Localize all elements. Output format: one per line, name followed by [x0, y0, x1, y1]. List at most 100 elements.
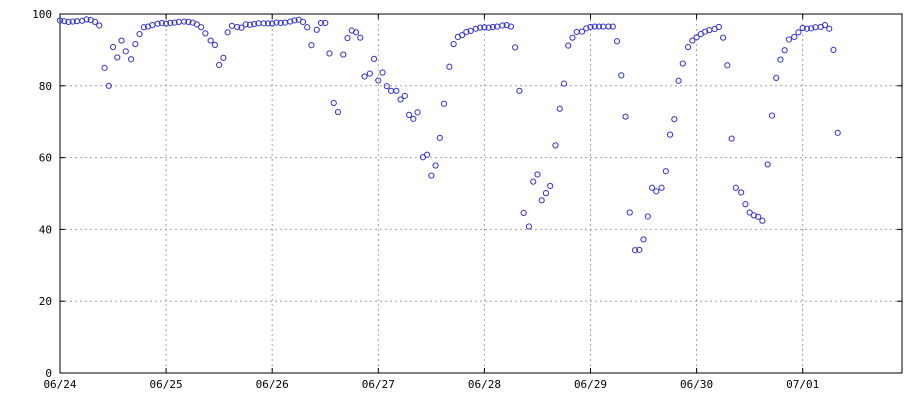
data-point	[781, 47, 788, 54]
data-point	[83, 16, 90, 23]
data-point	[685, 43, 692, 51]
y-tick-label: 60	[39, 152, 52, 165]
tick-labels: 0 20 40 60 80 100 06/24 06/25 06/26 06/27 06/28 06/…	[32, 8, 819, 391]
data-point	[127, 56, 135, 63]
data-point	[96, 22, 103, 29]
data-point	[644, 213, 651, 220]
data-point	[795, 29, 802, 36]
data-point	[826, 25, 833, 32]
data-point	[428, 172, 435, 179]
data-point	[69, 18, 76, 25]
data-point	[777, 56, 784, 63]
data-point	[773, 74, 780, 82]
data-point	[648, 184, 656, 191]
data-point	[91, 18, 99, 25]
data-point	[530, 178, 537, 185]
data-point	[322, 19, 329, 27]
data-point	[122, 48, 129, 55]
data-point	[144, 23, 152, 30]
data-point	[79, 17, 86, 24]
data-point	[366, 70, 373, 77]
data-point	[785, 36, 793, 43]
data-point	[352, 29, 360, 36]
data-point	[542, 190, 550, 197]
x-tick-label: 07/01	[786, 378, 819, 391]
data-point	[459, 32, 466, 39]
data-point	[238, 24, 245, 31]
data-point	[105, 82, 112, 89]
data-point	[405, 111, 413, 118]
data-point	[330, 99, 337, 107]
data-point	[375, 77, 382, 84]
x-tick-label: 06/27	[362, 378, 395, 391]
data-point	[193, 21, 200, 28]
data-point	[304, 24, 311, 31]
data-point	[605, 23, 612, 30]
y-tick-label: 40	[39, 223, 52, 236]
data-point	[242, 21, 249, 28]
data-points	[56, 16, 841, 254]
data-point	[401, 92, 408, 99]
axes	[59, 13, 903, 374]
data-point	[397, 96, 404, 103]
data-point	[653, 188, 660, 195]
data-point	[436, 134, 443, 141]
data-point	[424, 151, 431, 158]
data-point	[595, 23, 603, 30]
data-point	[503, 22, 510, 29]
data-point	[742, 201, 749, 208]
data-point	[158, 19, 165, 27]
data-point	[689, 37, 696, 44]
data-point	[344, 34, 351, 42]
y-tick-label: 20	[39, 295, 52, 308]
data-point	[538, 197, 545, 204]
data-point	[560, 80, 568, 87]
y-tick-label: 80	[39, 80, 52, 93]
data-point	[154, 20, 161, 27]
data-point	[675, 77, 682, 84]
data-point	[520, 209, 527, 216]
data-point	[277, 19, 284, 27]
data-point	[791, 33, 798, 41]
data-point	[732, 184, 739, 191]
data-point	[485, 24, 492, 31]
data-point	[163, 20, 170, 27]
data-point	[132, 41, 139, 48]
grid-lines	[60, 14, 902, 373]
data-point	[640, 236, 647, 243]
data-point	[808, 25, 815, 32]
data-point	[334, 108, 342, 116]
data-point	[287, 18, 294, 25]
x-tick-label: 06/28	[468, 378, 501, 391]
x-tick-label: 06/29	[574, 378, 607, 391]
data-point	[658, 184, 665, 191]
data-point	[768, 112, 776, 119]
data-point	[211, 41, 219, 48]
data-point	[746, 209, 753, 216]
data-point	[764, 161, 771, 168]
data-point	[631, 247, 639, 254]
data-point	[499, 22, 506, 29]
data-point	[613, 38, 621, 45]
data-point	[626, 209, 633, 216]
data-point	[556, 105, 563, 112]
data-point	[512, 44, 519, 51]
data-point	[728, 135, 735, 142]
data-point	[463, 28, 470, 36]
data-point	[167, 19, 174, 27]
data-point	[308, 42, 315, 49]
data-point	[410, 115, 417, 122]
data-point	[446, 63, 453, 70]
data-point	[547, 182, 554, 190]
data-point	[755, 213, 762, 220]
data-point	[251, 20, 258, 28]
data-point	[393, 87, 400, 94]
data-point	[198, 24, 205, 31]
data-point	[525, 223, 533, 230]
data-point	[246, 21, 254, 28]
data-point	[618, 72, 625, 79]
data-point	[313, 26, 320, 33]
data-point	[264, 20, 272, 27]
data-point	[140, 24, 147, 31]
